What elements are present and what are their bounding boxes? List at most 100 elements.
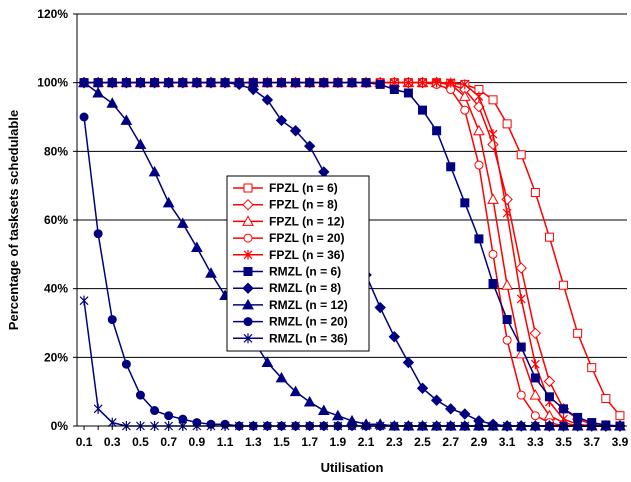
x-tick-label: 0.3 [104, 435, 121, 449]
x-tick-label: 1.9 [330, 435, 347, 449]
data-point [148, 76, 161, 89]
x-tick-label: 3.3 [527, 435, 544, 449]
x-axis-title: Utilisation [321, 460, 384, 475]
legend-item: RMZL (n = 12) [233, 298, 348, 312]
legend-item: RMZL (n = 6) [233, 265, 341, 279]
data-point [318, 166, 330, 178]
x-tick-label: 3.9 [612, 435, 629, 449]
data-point [488, 95, 498, 105]
data-point [402, 356, 415, 369]
data-point [502, 335, 512, 345]
x-tick-label: 1.1 [217, 435, 234, 449]
data-point [430, 394, 443, 406]
data-point [219, 76, 231, 89]
x-tick-label: 2.7 [442, 435, 459, 449]
data-point [243, 267, 253, 276]
legend-label: FPZL (n = 8) [269, 198, 338, 212]
data-point [432, 77, 442, 88]
legend-item: FPZL (n = 20) [233, 231, 344, 245]
data-point [418, 77, 427, 88]
data-point [543, 375, 556, 388]
data-point [474, 234, 484, 244]
data-point [530, 373, 540, 383]
data-point [205, 76, 217, 89]
data-point [460, 198, 470, 208]
data-point [615, 411, 625, 421]
data-point [347, 78, 357, 88]
data-point [502, 119, 512, 129]
x-tick-label: 3.7 [583, 435, 600, 449]
legend-label: RMZL (n = 12) [269, 298, 348, 312]
legend-label: RMZL (n = 36) [269, 331, 348, 345]
data-point [261, 94, 274, 106]
x-tick-label: 2.5 [414, 435, 431, 449]
data-point [303, 395, 316, 407]
data-point [79, 112, 89, 122]
data-point [516, 342, 526, 352]
data-point [389, 85, 399, 95]
y-tick-label: 40% [44, 282, 68, 296]
legend-label: RMZL (n = 8) [269, 281, 341, 295]
y-tick-label: 60% [44, 213, 68, 227]
data-point [501, 279, 513, 290]
data-point [78, 76, 90, 88]
legend-item: RMZL (n = 36) [233, 331, 348, 345]
data-point [191, 241, 203, 252]
data-point [205, 267, 217, 278]
data-point [488, 279, 498, 289]
data-point [587, 363, 597, 373]
x-tick-label: 0.5 [132, 435, 149, 449]
data-point [573, 328, 583, 338]
data-point [488, 249, 498, 259]
data-point [191, 76, 203, 89]
data-point [474, 160, 484, 170]
data-point [529, 389, 542, 400]
data-point [121, 359, 131, 369]
data-point [242, 198, 254, 211]
data-point [177, 76, 189, 89]
data-point [148, 165, 161, 177]
legend-item: FPZL (n = 8) [233, 198, 338, 212]
data-point [502, 208, 512, 219]
data-point [106, 76, 118, 89]
y-tick-label: 20% [44, 350, 68, 364]
data-point [544, 232, 554, 242]
data-point [93, 403, 103, 414]
data-point [332, 409, 344, 421]
legend: FPZL (n = 6) FPZL (n = 8) FPZL (n = 12) FPZ… [226, 175, 370, 352]
y-axis-title: Percentage of tasksets schedulable [6, 110, 21, 330]
data-point [93, 229, 103, 239]
data-point [516, 150, 526, 160]
x-tick-label: 1.5 [273, 435, 290, 449]
data-point [275, 371, 288, 383]
x-tick-label: 2.1 [358, 435, 375, 449]
data-point [432, 126, 442, 136]
data-point [176, 217, 189, 228]
data-point [375, 79, 385, 89]
legend-item: RMZL (n = 8) [233, 281, 341, 295]
data-point [261, 356, 274, 367]
data-point [459, 408, 471, 420]
data-point [515, 262, 527, 274]
legend-label: FPZL (n = 36) [269, 248, 344, 262]
data-point [275, 114, 288, 127]
data-point [474, 91, 484, 102]
y-tick-label: 120% [37, 7, 68, 21]
data-point [120, 76, 133, 89]
data-point [530, 411, 540, 421]
data-point [276, 78, 286, 88]
data-point [291, 78, 301, 88]
data-point [460, 79, 470, 90]
x-tick-label: 1.3 [245, 435, 262, 449]
legend-label: FPZL (n = 12) [269, 214, 344, 228]
legend-item: FPZL (n = 12) [233, 214, 344, 228]
x-tick-label: 3.1 [499, 435, 516, 449]
data-point [416, 382, 429, 394]
legend-label: RMZL (n = 6) [269, 265, 341, 279]
x-tick-label: 0.1 [76, 435, 93, 449]
data-point [107, 315, 117, 325]
data-point [106, 97, 119, 108]
data-point [333, 78, 343, 88]
legend-item: RMZL (n = 20) [233, 315, 348, 329]
